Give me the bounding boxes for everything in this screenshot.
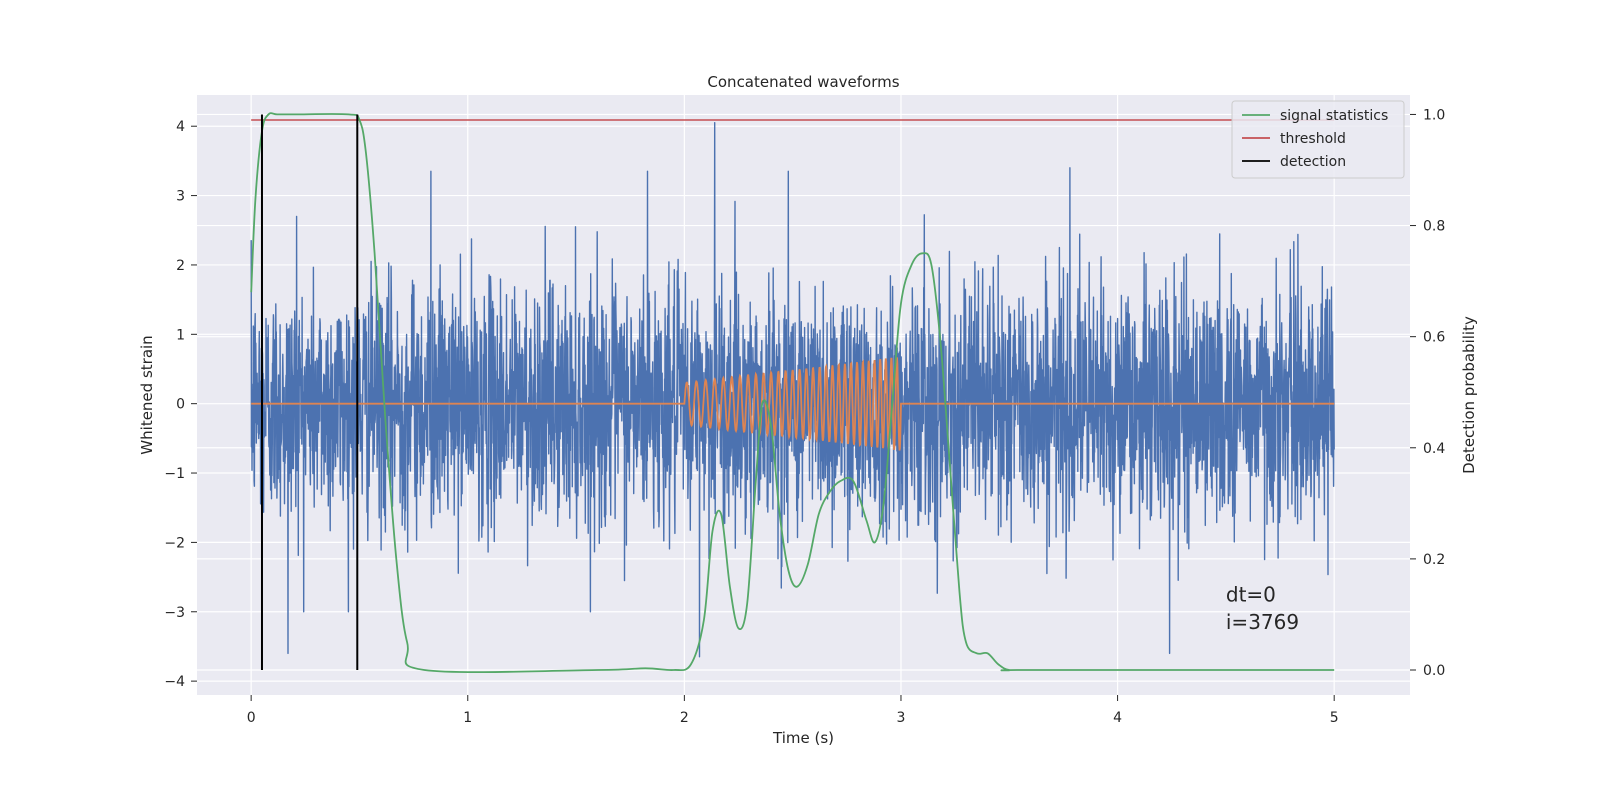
legend-label-detection: detection: [1280, 154, 1346, 170]
x-tick-label: 4: [1113, 710, 1122, 726]
right-tick-label: 0.2: [1423, 552, 1445, 568]
chart-title: Concatenated waveforms: [707, 73, 899, 91]
right-tick-label: 0.0: [1423, 663, 1445, 679]
series-layer: [250, 112, 1335, 674]
annotation-i: i=3769: [1226, 610, 1299, 634]
left-tick-label: −1: [164, 466, 185, 482]
left-tick-label: 3: [176, 189, 185, 205]
left-tick-label: 2: [176, 258, 185, 274]
left-tick-label: 1: [176, 327, 185, 343]
right-tick-label: 1.0: [1423, 107, 1445, 123]
x-tick-label: 0: [247, 710, 256, 726]
x-tick-label: 2: [680, 710, 689, 726]
series-template: [251, 357, 1335, 451]
right-tick-label: 0.8: [1423, 219, 1445, 235]
right-axis-ticks: 0.0 0.2 0.4 0.6 0.8 1.0: [1410, 107, 1445, 679]
legend-label-signal-statistics: signal statistics: [1280, 108, 1388, 124]
legend: signal statistics threshold detection: [1231, 100, 1405, 179]
legend-box: [1231, 100, 1405, 179]
left-axis-label: Whitened strain: [138, 335, 156, 454]
right-tick-label: 0.4: [1423, 441, 1445, 457]
annotation: dt=0 i=3769: [1226, 582, 1299, 634]
right-axis-label: Detection probability: [1460, 316, 1478, 474]
left-tick-label: 0: [176, 397, 185, 413]
legend-label-threshold: threshold: [1280, 131, 1346, 147]
left-tick-label: −2: [164, 535, 185, 551]
left-tick-label: −4: [164, 674, 185, 690]
left-axis-ticks: −4 −3 −2 −1 0 1 2 3 4: [164, 119, 197, 690]
left-tick-label: 4: [176, 119, 185, 135]
right-tick-label: 0.6: [1423, 330, 1445, 346]
x-axis-label: Time (s): [772, 729, 834, 747]
annotation-dt: dt=0: [1226, 582, 1276, 606]
series-signal-statistics: [250, 112, 1335, 674]
left-tick-label: −3: [164, 605, 185, 621]
x-tick-label: 3: [897, 710, 906, 726]
x-axis-ticks: 0 1 2 3 4 5: [247, 695, 1339, 726]
x-tick-label: 1: [463, 710, 472, 726]
x-tick-label: 5: [1330, 710, 1339, 726]
series-strain: [250, 122, 1335, 658]
